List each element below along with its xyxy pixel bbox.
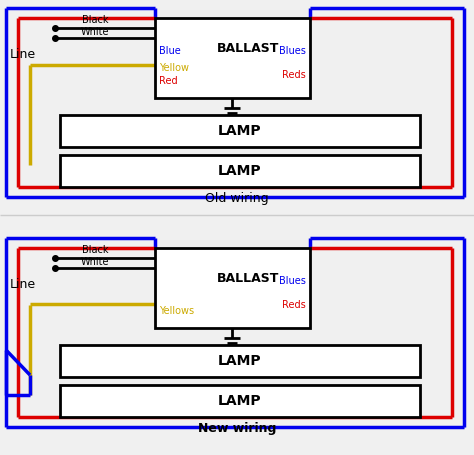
Text: Blues: Blues bbox=[279, 276, 306, 286]
Bar bbox=[60, 155, 420, 187]
Text: New wiring: New wiring bbox=[198, 422, 276, 435]
Text: Line: Line bbox=[10, 278, 36, 292]
Bar bbox=[155, 18, 310, 98]
Text: Red: Red bbox=[159, 76, 178, 86]
Text: Yellows: Yellows bbox=[159, 306, 194, 316]
Text: Blue: Blue bbox=[159, 46, 181, 56]
Text: BALLAST: BALLAST bbox=[217, 272, 279, 285]
Text: Blues: Blues bbox=[279, 46, 306, 56]
Bar bbox=[155, 248, 310, 328]
Text: Reds: Reds bbox=[282, 300, 306, 310]
Bar bbox=[60, 115, 420, 147]
Text: LAMP: LAMP bbox=[218, 164, 262, 178]
Text: Black: Black bbox=[82, 15, 108, 25]
Text: White: White bbox=[81, 257, 109, 267]
Text: Yellow: Yellow bbox=[159, 63, 189, 73]
Text: Black: Black bbox=[82, 245, 108, 255]
Text: LAMP: LAMP bbox=[218, 354, 262, 368]
Text: Reds: Reds bbox=[282, 70, 306, 80]
Text: Line: Line bbox=[10, 49, 36, 61]
Bar bbox=[60, 345, 420, 377]
Text: Old wiring: Old wiring bbox=[205, 192, 269, 205]
Text: BALLAST: BALLAST bbox=[217, 42, 279, 55]
Text: LAMP: LAMP bbox=[218, 394, 262, 408]
Bar bbox=[60, 385, 420, 417]
Text: LAMP: LAMP bbox=[218, 124, 262, 138]
Text: White: White bbox=[81, 27, 109, 37]
